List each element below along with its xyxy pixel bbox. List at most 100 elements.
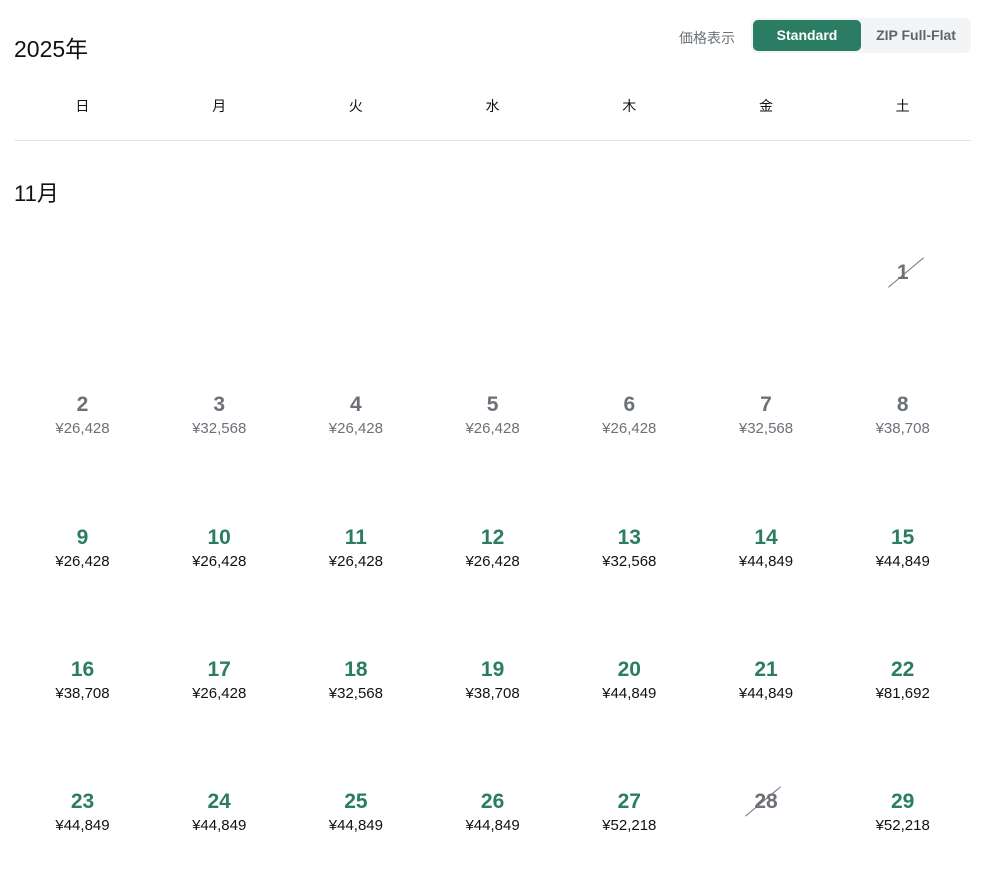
- weekday-thu: 木: [622, 98, 637, 114]
- day-price: ¥32,568: [328, 684, 383, 702]
- day-cell[interactable]: 11 ¥26,428: [287, 525, 424, 573]
- day-price: ¥26,428: [465, 420, 520, 438]
- day-price: ¥26,428: [328, 552, 383, 570]
- day-number: 11: [344, 525, 367, 549]
- day-number: 19: [480, 657, 505, 681]
- day-cell: 4 ¥26,428: [287, 392, 424, 440]
- day-number: 8: [896, 393, 909, 417]
- day-price: ¥81,692: [875, 684, 930, 702]
- day-cell: 8 ¥38,708: [834, 392, 971, 440]
- day-number: 15: [891, 525, 915, 549]
- day-price: ¥44,849: [738, 684, 794, 702]
- day-cell[interactable]: 21 ¥44,849: [698, 657, 835, 705]
- day-price: ¥44,849: [328, 817, 383, 835]
- weekday-fri: 金: [758, 98, 773, 114]
- day-cell[interactable]: 22 ¥81,692: [834, 657, 971, 705]
- day-cell[interactable]: 23 ¥44,849: [14, 789, 151, 837]
- day-number: 27: [617, 790, 641, 814]
- day-cell[interactable]: 16 ¥38,708: [14, 657, 151, 705]
- day-price: ¥26,428: [55, 552, 110, 570]
- day-cell[interactable]: 29 ¥52,218: [834, 789, 971, 837]
- price-display-toggle: Standard ZIP Full-Flat: [751, 18, 971, 53]
- day-number: 5: [486, 393, 499, 417]
- day-cell: 2 ¥26,428: [14, 392, 151, 440]
- day-cell[interactable]: 20 ¥44,849: [561, 657, 698, 705]
- day-cell[interactable]: 27 ¥52,218: [561, 789, 698, 837]
- day-price: ¥38,708: [55, 684, 110, 702]
- day-cell[interactable]: 24 ¥44,849: [151, 789, 288, 837]
- day-cell: 3 ¥32,568: [151, 392, 288, 440]
- day-cell: 5 ¥26,428: [424, 392, 561, 440]
- day-number: 28: [750, 789, 781, 815]
- day-number: 16: [70, 657, 95, 681]
- day-price: ¥26,428: [465, 552, 520, 570]
- day-number: 3: [213, 393, 226, 417]
- day-cell[interactable]: 14 ¥44,849: [698, 525, 835, 573]
- day-number: 6: [623, 393, 636, 417]
- divider: [14, 140, 971, 141]
- day-price: ¥52,218: [602, 817, 657, 835]
- day-price: ¥44,849: [602, 684, 657, 702]
- day-price: ¥38,708: [875, 420, 930, 438]
- day-price: ¥32,568: [602, 552, 657, 570]
- day-number: 12: [480, 525, 505, 549]
- day-number: 17: [207, 657, 231, 681]
- day-number: 9: [76, 525, 89, 549]
- day-number: 4: [350, 393, 362, 417]
- weekday-header: 日 月 火 水 木 金 土: [14, 96, 971, 116]
- day-number: 23: [70, 790, 95, 814]
- standard-button[interactable]: Standard: [753, 20, 861, 51]
- day-number: 29: [891, 790, 915, 814]
- weekday-sat: 土: [895, 98, 910, 114]
- day-number: 20: [617, 657, 641, 681]
- weekday-mon: 月: [212, 98, 227, 114]
- day-price: ¥38,708: [465, 684, 520, 702]
- price-display-label: 価格表示: [679, 30, 735, 46]
- day-price: ¥44,849: [465, 817, 520, 835]
- day-cell[interactable]: 26 ¥44,849: [424, 789, 561, 837]
- day-price: ¥44,849: [875, 552, 930, 570]
- day-number: 26: [480, 790, 505, 814]
- weekday-sun: 日: [75, 98, 90, 114]
- day-cell[interactable]: 18 ¥32,568: [287, 657, 424, 705]
- day-cell[interactable]: 10 ¥26,428: [151, 525, 288, 573]
- day-price: ¥26,428: [602, 420, 657, 438]
- day-cell: 6 ¥26,428: [561, 392, 698, 440]
- day-number: 21: [754, 657, 778, 681]
- month-title: 11月: [14, 181, 59, 206]
- day-number: 2: [76, 393, 89, 417]
- day-number: 13: [617, 525, 641, 549]
- day-cell[interactable]: 17 ¥26,428: [151, 657, 288, 705]
- weekday-wed: 水: [485, 98, 500, 114]
- day-number: 7: [760, 393, 772, 417]
- day-cell[interactable]: 19 ¥38,708: [424, 657, 561, 705]
- day-price: ¥26,428: [55, 420, 110, 438]
- year-title: 2025年: [14, 36, 89, 62]
- day-price: ¥44,849: [738, 552, 794, 570]
- day-number: 14: [754, 525, 778, 549]
- day-cell: 7 ¥32,568: [698, 392, 835, 440]
- day-cell[interactable]: 12 ¥26,428: [424, 525, 561, 573]
- day-number: 24: [207, 790, 231, 814]
- day-price: ¥44,849: [192, 817, 247, 835]
- day-number: 1: [893, 260, 913, 286]
- day-price: ¥32,568: [192, 420, 247, 438]
- day-cell[interactable]: 9 ¥26,428: [14, 525, 151, 573]
- day-cell[interactable]: 15 ¥44,849: [834, 525, 971, 573]
- day-number: 22: [891, 657, 915, 681]
- day-price: ¥26,428: [192, 552, 247, 570]
- day-price: ¥26,428: [328, 420, 383, 438]
- day-cell[interactable]: 25 ¥44,849: [287, 789, 424, 837]
- day-cell: 1: [834, 260, 971, 286]
- weekday-tue: 火: [348, 98, 363, 114]
- day-cell: 28: [698, 789, 835, 815]
- day-price: ¥52,218: [875, 817, 930, 835]
- day-number: 25: [344, 790, 368, 814]
- day-cell[interactable]: 13 ¥32,568: [561, 525, 698, 573]
- day-number: 18: [344, 657, 368, 681]
- day-price: ¥32,568: [738, 420, 794, 438]
- zip-full-flat-button[interactable]: ZIP Full-Flat: [876, 27, 956, 43]
- day-price: ¥44,849: [55, 817, 110, 835]
- day-number: 10: [207, 525, 231, 549]
